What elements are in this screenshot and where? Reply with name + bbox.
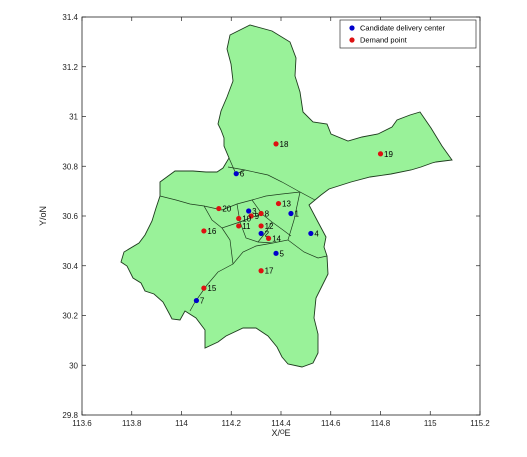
demand-point-marker [377,151,384,157]
candidate-center-label: 3 [252,207,257,216]
x-tick-label: 113.8 [122,419,142,428]
district-border [189,191,301,312]
candidate-center-label: 2 [265,229,270,238]
x-axis-label: X/ᴼE [271,428,290,438]
y-tick-label: 30.2 [62,312,78,321]
demand-point-label: 13 [282,200,291,209]
demand-point-marker [236,215,242,222]
candidate-center-label: 1 [294,210,299,219]
demand-point-label: 18 [280,140,289,149]
demand-point-marker [275,200,282,207]
candidate-center-marker [233,171,239,177]
x-tick-label: 115.2 [470,419,490,428]
legend-marker-demand [349,37,355,43]
demand-point-marker [248,213,254,219]
district-border [287,239,328,259]
y-tick-label: 31.4 [62,13,78,22]
demand-point-label: 20 [222,205,231,214]
y-tick-label: 31 [69,113,78,122]
x-tick-label: 115 [424,419,437,428]
legend-label-candidate: Candidate delivery center [360,24,446,33]
demand-point-label: 11 [242,222,251,231]
y-tick-label: 31.2 [62,63,78,72]
demand-point-label: 8 [265,210,270,219]
candidate-center-label: 6 [240,170,245,179]
legend-marker-candidate [349,25,355,31]
x-tick-label: 114 [175,419,188,428]
axis-tick-labels: 113.6 113.8 114 114.2 114.4 114.6 114.8 115 115.… [62,13,490,428]
demand-point-marker [216,205,222,212]
demand-point-label: 16 [207,227,216,236]
y-tick-label: 30 [69,361,78,370]
y-tick-label: 30.6 [62,212,78,221]
x-tick-label: 114.4 [271,419,291,428]
demand-point-label: 19 [384,150,393,159]
demand-point-marker [258,210,264,217]
x-tick-label: 113.6 [72,419,92,428]
district-border [221,227,234,265]
demand-point-label: 12 [265,222,274,231]
x-tick-label: 114.2 [222,419,242,428]
demand-point-label: 17 [265,267,274,276]
demand-point-marker [258,268,264,274]
demand-point-marker [265,235,272,241]
axis-ticks [81,16,481,416]
candidate-center-marker [288,210,294,217]
x-tick-label: 114.8 [371,419,391,428]
demand-point-marker [201,228,207,234]
demand-point-label: 15 [207,284,216,293]
legend: Candidate delivery center Demand point [339,19,477,49]
demand-point-marker [273,141,279,147]
demand-point-label: 14 [272,234,281,243]
candidate-center-marker [193,297,200,304]
y-tick-label: 29.8 [62,411,78,420]
y-axis-label: Y/oN [38,206,48,226]
district-border [227,166,301,193]
candidate-center-label: 4 [314,229,319,238]
legend-box [339,19,477,49]
demand-point-marker [258,223,264,229]
candidate-center-label: 5 [280,249,285,258]
demand-point-label: 9 [255,212,260,221]
legend-label-demand: Demand point [360,36,408,45]
demand-point-marker [236,223,242,229]
candidate-center-marker [308,230,314,237]
y-tick-label: 30.8 [62,162,78,171]
district-border [203,191,316,211]
y-tick-label: 30.4 [62,262,78,271]
candidate-center-label: 7 [200,297,205,306]
region-outline [120,24,453,368]
x-tick-label: 114.6 [321,419,341,428]
candidate-center-marker [246,208,252,214]
candidate-center-marker [273,250,279,256]
demand-point-marker [201,285,207,291]
candidate-center-marker [258,230,264,237]
demand-point-label: 10 [242,214,251,223]
